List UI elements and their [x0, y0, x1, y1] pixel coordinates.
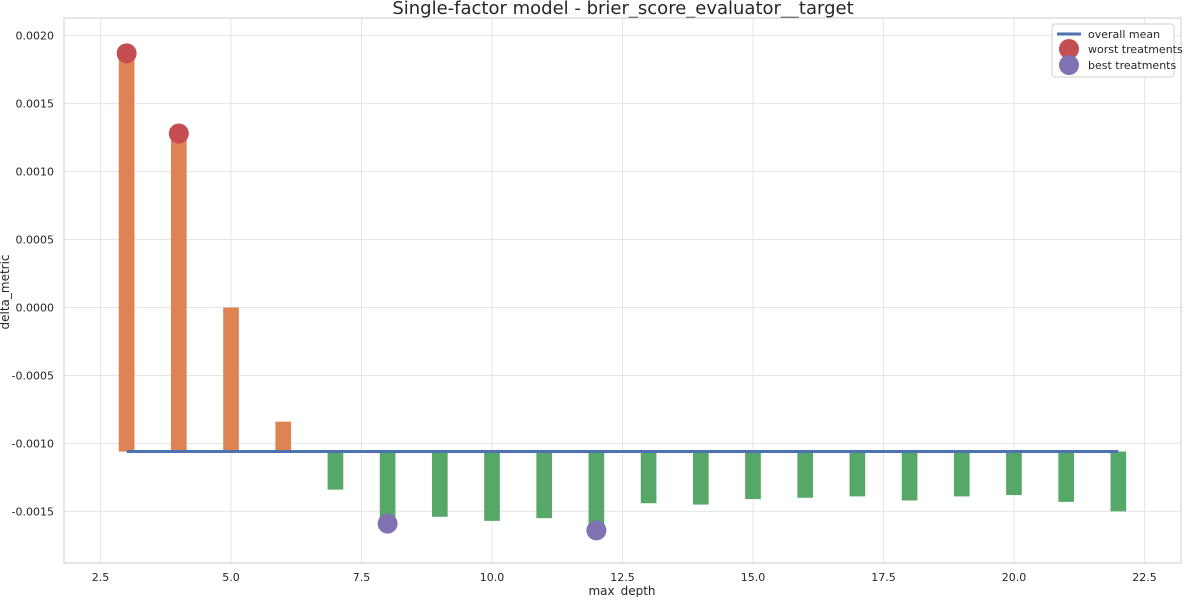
- x-tick-label: 20.0: [1002, 571, 1027, 584]
- x-tick-label: 17.5: [871, 571, 896, 584]
- x-tick-labels: 2.5 5.0 7.5 10.0 12.5 15.0 17.5 20.0 22.5: [92, 571, 1157, 584]
- treatment-markers: [116, 43, 607, 541]
- y-tick-label: -0.0010: [12, 437, 54, 450]
- bar: [536, 451, 553, 519]
- bar: [118, 53, 135, 452]
- y-tick-label: 0.0005: [16, 234, 55, 247]
- legend-best-swatch: [1059, 55, 1079, 75]
- worst-treatment-point: [116, 43, 137, 64]
- bar: [431, 451, 448, 517]
- bar: [327, 451, 344, 490]
- x-tick-label: 22.5: [1132, 571, 1157, 584]
- bar: [1110, 451, 1127, 512]
- y-tick-label: 0.0020: [16, 30, 55, 43]
- bar: [223, 307, 239, 452]
- x-tick-label: 10.0: [480, 571, 505, 584]
- x-tick-label: 15.0: [741, 571, 766, 584]
- bar: [745, 451, 761, 500]
- bar: [379, 451, 396, 524]
- bar: [1006, 451, 1022, 496]
- bar: [1058, 451, 1074, 502]
- legend-worst-swatch: [1059, 39, 1079, 59]
- bar: [849, 451, 866, 497]
- bar: [588, 451, 605, 531]
- plot-frame: [63, 17, 1182, 564]
- y-tick-label: -0.0015: [12, 505, 54, 518]
- best-treatment-point: [586, 520, 607, 541]
- bar: [484, 451, 500, 521]
- legend-overall-mean-label: overall mean: [1088, 28, 1160, 41]
- grid: [64, 18, 1181, 563]
- bars: [118, 53, 1127, 531]
- legend-worst-label: worst treatments: [1088, 43, 1183, 56]
- y-tick-labels: -0.0015 -0.0010 -0.0005 0.0000 0.0005 0.0010 0…: [12, 30, 54, 519]
- bar: [953, 451, 970, 497]
- y-tick-label: -0.0005: [12, 369, 54, 382]
- bar: [275, 421, 292, 452]
- legend: overall mean worst treatments best treat…: [1051, 23, 1183, 78]
- bar: [171, 133, 187, 452]
- x-tick-label: 12.5: [610, 571, 635, 584]
- legend-best-label: best treatments: [1088, 59, 1176, 72]
- y-tick-label: 0.0010: [16, 166, 55, 179]
- y-axis-label: delta_metric: [0, 254, 12, 329]
- x-axis-label: max_depth: [588, 584, 655, 597]
- bar: [640, 451, 657, 504]
- bar: [692, 451, 709, 505]
- x-tick-label: 7.5: [353, 571, 371, 584]
- chart-title: Single-factor model - brier_score_evalua…: [392, 0, 853, 19]
- x-tick-label: 2.5: [92, 571, 110, 584]
- bar: [901, 451, 918, 501]
- legend-box: [1051, 23, 1175, 78]
- y-tick-label: 0.0015: [16, 98, 55, 111]
- best-treatment-point: [377, 513, 398, 534]
- x-tick-label: 5.0: [222, 571, 240, 584]
- y-tick-label: 0.0000: [16, 301, 55, 314]
- worst-treatment-point: [168, 123, 189, 144]
- bar: [797, 451, 814, 498]
